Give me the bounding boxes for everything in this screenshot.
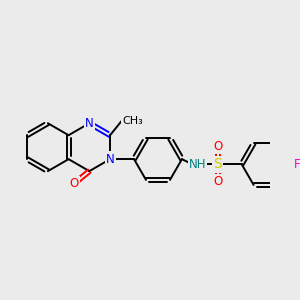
Text: N: N (85, 117, 94, 130)
Text: N: N (106, 153, 115, 166)
Text: CH₃: CH₃ (122, 116, 143, 126)
Text: S: S (213, 157, 222, 171)
Text: NH: NH (189, 158, 206, 171)
Text: O: O (213, 140, 222, 153)
Text: F: F (294, 158, 300, 171)
Text: O: O (69, 177, 79, 190)
Text: O: O (213, 175, 222, 188)
